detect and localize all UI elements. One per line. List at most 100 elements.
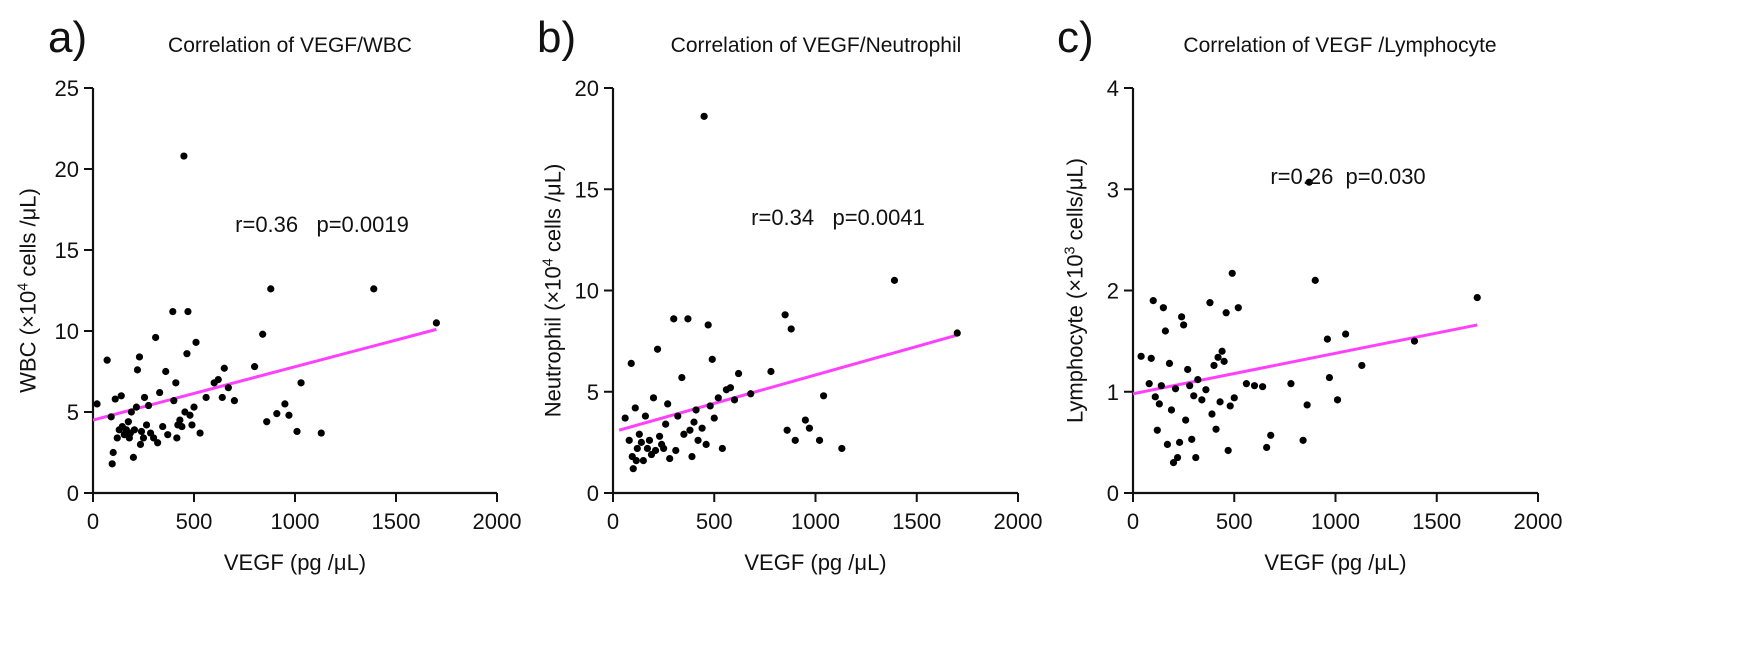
data-point [1234, 304, 1242, 312]
data-point [164, 431, 172, 439]
data-point [1333, 396, 1342, 404]
data-point [154, 439, 162, 447]
data-point [1165, 359, 1174, 367]
y-tick-label: 15 [55, 238, 79, 263]
data-point [1145, 380, 1153, 388]
x-tick-label: 2000 [994, 509, 1043, 534]
y-tick-label: 4 [1107, 76, 1119, 101]
data-point [787, 325, 795, 333]
chart-title: Correlation of VEGF /Lymphocyte [1183, 34, 1496, 57]
data-point [132, 403, 141, 411]
data-point [93, 400, 101, 408]
data-point [625, 436, 633, 444]
data-point [1188, 435, 1196, 443]
data-point [1410, 337, 1419, 345]
y-tick-label: 10 [55, 319, 79, 344]
data-point [655, 432, 664, 440]
x-axis-label: VEGF (pg /μL) [744, 550, 886, 575]
data-point [159, 422, 167, 431]
data-point [1192, 453, 1200, 462]
data-point [704, 321, 712, 329]
data-point [1153, 426, 1161, 434]
data-point [1180, 321, 1188, 329]
data-point [1178, 313, 1186, 321]
data-point [1137, 352, 1145, 360]
data-point [297, 379, 305, 387]
data-point [664, 400, 672, 408]
chart-panel-1: a) Correlation of VEGF/WBC 0 5 10 15 20 25 0 500 1… [16, 13, 522, 575]
data-point [109, 448, 117, 457]
data-point [130, 426, 139, 434]
data-point [137, 427, 146, 436]
data-point [645, 436, 654, 444]
data-point [1171, 385, 1180, 393]
y-axis-label: Lymphocyte (×103 cells/μL) [1063, 158, 1088, 423]
data-point [162, 367, 170, 376]
data-point [730, 396, 739, 404]
data-point [124, 418, 132, 426]
data-point [1263, 443, 1271, 452]
data-point [953, 329, 961, 337]
data-point [783, 426, 791, 434]
data-point [293, 427, 301, 436]
data-point [700, 112, 708, 120]
data-point [767, 367, 775, 376]
data-point [170, 397, 178, 405]
data-point [621, 414, 629, 422]
x-tick-label: 1500 [372, 509, 421, 534]
x-tick-label: 0 [87, 509, 99, 534]
data-point [1228, 269, 1236, 277]
data-point [781, 311, 789, 319]
data-point [1303, 401, 1311, 409]
y-tick-label: 5 [587, 380, 599, 405]
data-point [196, 429, 204, 437]
data-point [666, 454, 674, 463]
x-tick-label: 500 [696, 509, 733, 534]
x-tick-label: 500 [1216, 509, 1253, 534]
data-point [639, 457, 647, 465]
data-point [267, 285, 275, 293]
data-point [643, 444, 652, 453]
data-point [1173, 453, 1182, 462]
data-point [1198, 396, 1206, 404]
y-tick-label: 1 [1107, 380, 1119, 405]
data-point [706, 402, 714, 410]
data-point [183, 350, 191, 358]
chart-panel-2: b) Correlation of VEGF/Neutrophil 0 5 10 15 20… [537, 13, 1042, 575]
data-point [1202, 386, 1210, 394]
x-axis-label: VEGF (pg /μL) [1264, 550, 1406, 575]
data-point [710, 414, 718, 422]
data-point [218, 393, 226, 402]
data-point [1216, 398, 1224, 406]
data-point [1358, 361, 1366, 370]
data-point [1208, 410, 1216, 418]
data-point [1325, 373, 1334, 382]
data-point [890, 276, 899, 284]
data-point [641, 412, 650, 420]
data-point [172, 379, 180, 387]
data-point [631, 404, 639, 412]
y-tick-label: 10 [575, 279, 599, 304]
data-point [662, 420, 670, 428]
x-tick-label: 2000 [473, 509, 522, 534]
regression-line [92, 327, 437, 422]
data-point [838, 444, 846, 453]
x-tick-label: 1000 [791, 509, 840, 534]
data-point [251, 363, 259, 371]
data-point [133, 366, 142, 374]
data-point [1250, 382, 1259, 390]
data-point [1224, 446, 1232, 455]
data-point [714, 394, 722, 402]
data-point [1473, 293, 1481, 302]
data-point [1218, 347, 1226, 355]
data-point [1212, 425, 1220, 433]
data-point [178, 422, 186, 431]
data-point [734, 369, 743, 378]
x-tick-label: 1500 [892, 509, 941, 534]
data-point [173, 434, 181, 442]
data-point [635, 430, 643, 438]
data-point [702, 440, 710, 448]
data-point [1167, 406, 1176, 414]
data-point [156, 388, 164, 397]
data-point [140, 393, 149, 402]
